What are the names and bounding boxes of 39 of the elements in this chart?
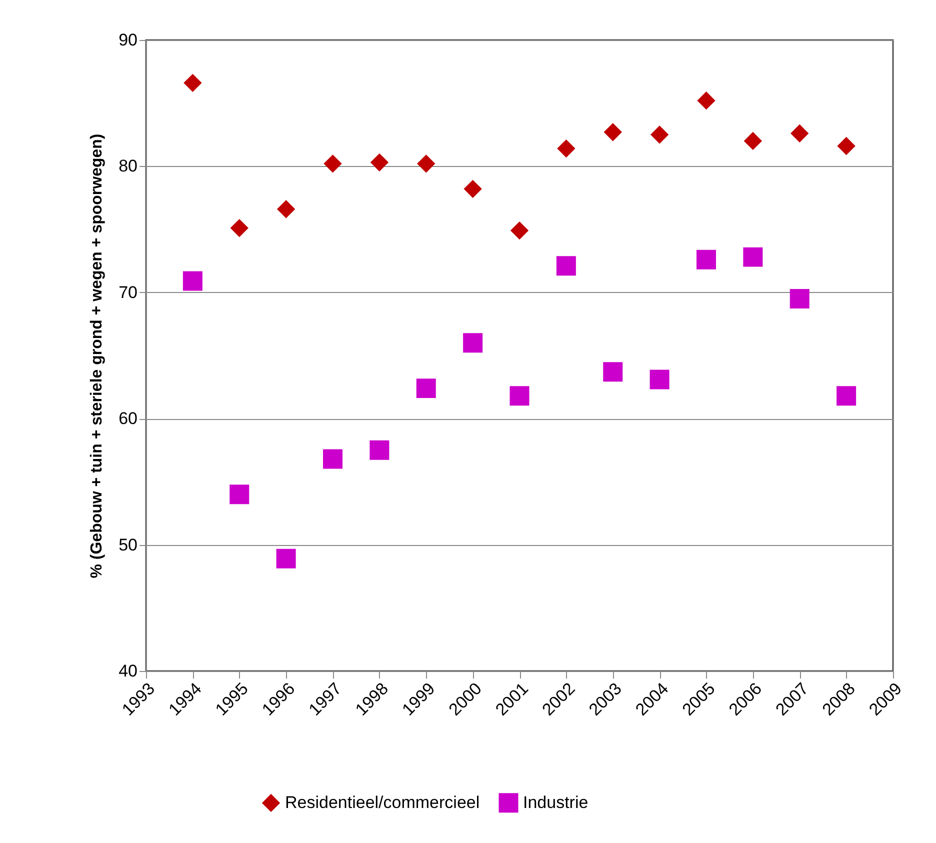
y-tick-label: 60: [118, 409, 138, 428]
point: [604, 123, 622, 142]
point: [836, 386, 856, 406]
y-tick-label: 40: [118, 662, 138, 680]
point: [370, 440, 390, 460]
point: [184, 74, 202, 92]
point: [230, 218, 248, 238]
point: [557, 139, 576, 158]
point: [790, 288, 810, 308]
point: [837, 136, 856, 156]
y-axis-title: % (Gebouw + tuin + steriele grond + wegen + spoorwegen): [88, 134, 106, 578]
point: [370, 153, 389, 172]
point: [417, 154, 436, 173]
point: [276, 548, 296, 568]
point: [230, 484, 250, 504]
point: [510, 221, 529, 240]
y-tick-label: 90: [118, 30, 138, 50]
point: [650, 370, 670, 390]
point: [696, 250, 716, 270]
point: [276, 200, 296, 218]
y-tick-label: 80: [118, 156, 138, 176]
point: [324, 154, 342, 173]
y-tick-label: 70: [118, 282, 138, 302]
point: [510, 386, 530, 406]
point: [697, 91, 716, 110]
point: [182, 271, 202, 291]
point: [464, 180, 482, 198]
point: [603, 362, 623, 382]
y-tick-label: 50: [118, 535, 138, 554]
legend-label: Residentieel/commercieel: [285, 792, 480, 812]
point: [743, 247, 763, 267]
legend-label: Industrie: [523, 792, 588, 812]
point: [323, 449, 342, 469]
point: [416, 378, 436, 398]
point: [650, 126, 669, 144]
point: [556, 256, 576, 276]
point: [744, 132, 762, 150]
point: [790, 124, 809, 142]
point: [463, 333, 483, 353]
